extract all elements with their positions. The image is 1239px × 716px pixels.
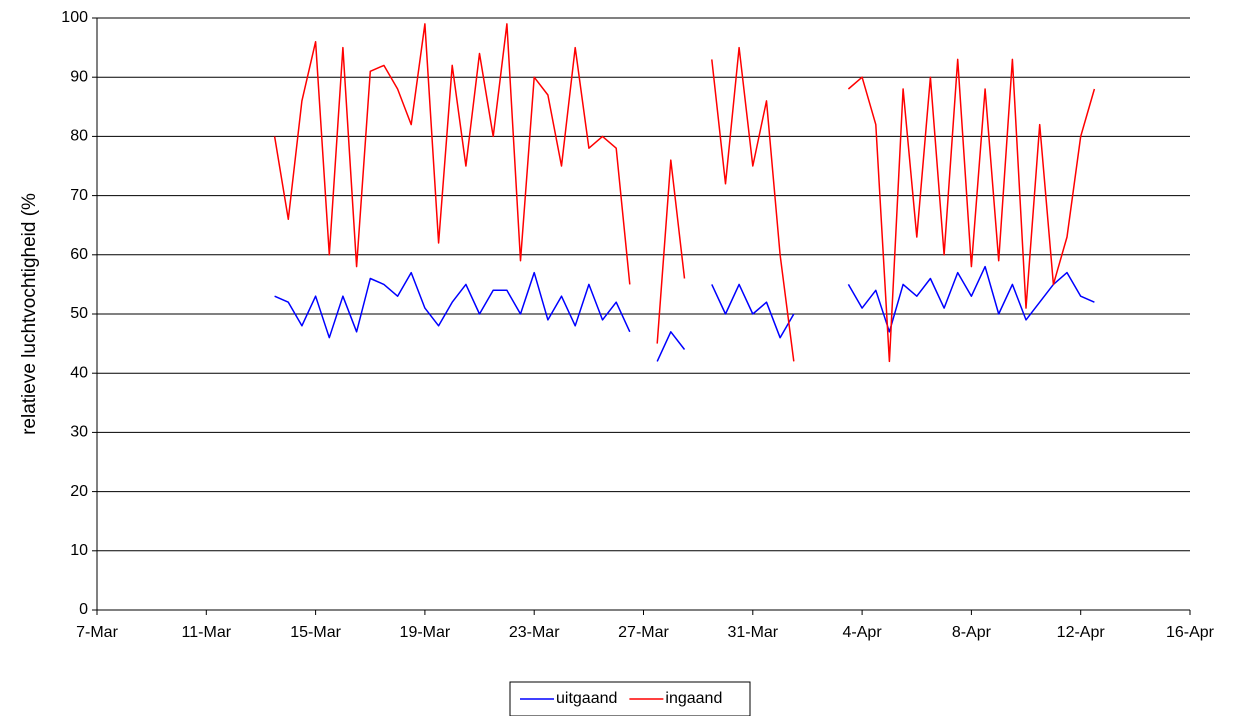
y-tick-label: 40 bbox=[70, 364, 88, 381]
y-tick-label: 50 bbox=[70, 305, 88, 322]
x-tick-label: 4-Apr bbox=[843, 624, 883, 641]
y-tick-label: 100 bbox=[61, 9, 88, 26]
x-tick-label: 11-Mar bbox=[182, 624, 232, 641]
y-tick-label: 0 bbox=[79, 601, 88, 618]
x-tick-label: 16-Apr bbox=[1166, 624, 1215, 641]
y-tick-label: 20 bbox=[70, 483, 88, 500]
legend-label: ingaand bbox=[665, 690, 722, 707]
x-tick-label: 15-Mar bbox=[290, 624, 341, 641]
x-tick-label: 8-Apr bbox=[952, 624, 992, 641]
x-tick-label: 23-Mar bbox=[509, 624, 560, 641]
line-series bbox=[273, 23, 1096, 363]
y-tick-label: 70 bbox=[70, 187, 88, 204]
y-tick-label: 10 bbox=[70, 542, 88, 559]
x-tick-label: 31-Mar bbox=[727, 624, 778, 641]
x-tick-label: 7-Mar bbox=[76, 624, 118, 641]
x-tick-label: 12-Apr bbox=[1057, 624, 1106, 641]
x-tick-label: 27-Mar bbox=[618, 624, 669, 641]
y-tick-label: 30 bbox=[70, 424, 88, 441]
y-tick-label: 80 bbox=[70, 128, 88, 145]
y-tick-label: 60 bbox=[70, 246, 88, 263]
x-tick-label: 19-Mar bbox=[400, 624, 451, 641]
y-tick-label: 90 bbox=[70, 68, 88, 85]
legend-label: uitgaand bbox=[556, 690, 617, 707]
y-axis-label: relatieve luchtvochtigheid (% bbox=[19, 193, 40, 435]
line-series bbox=[274, 265, 1095, 362]
